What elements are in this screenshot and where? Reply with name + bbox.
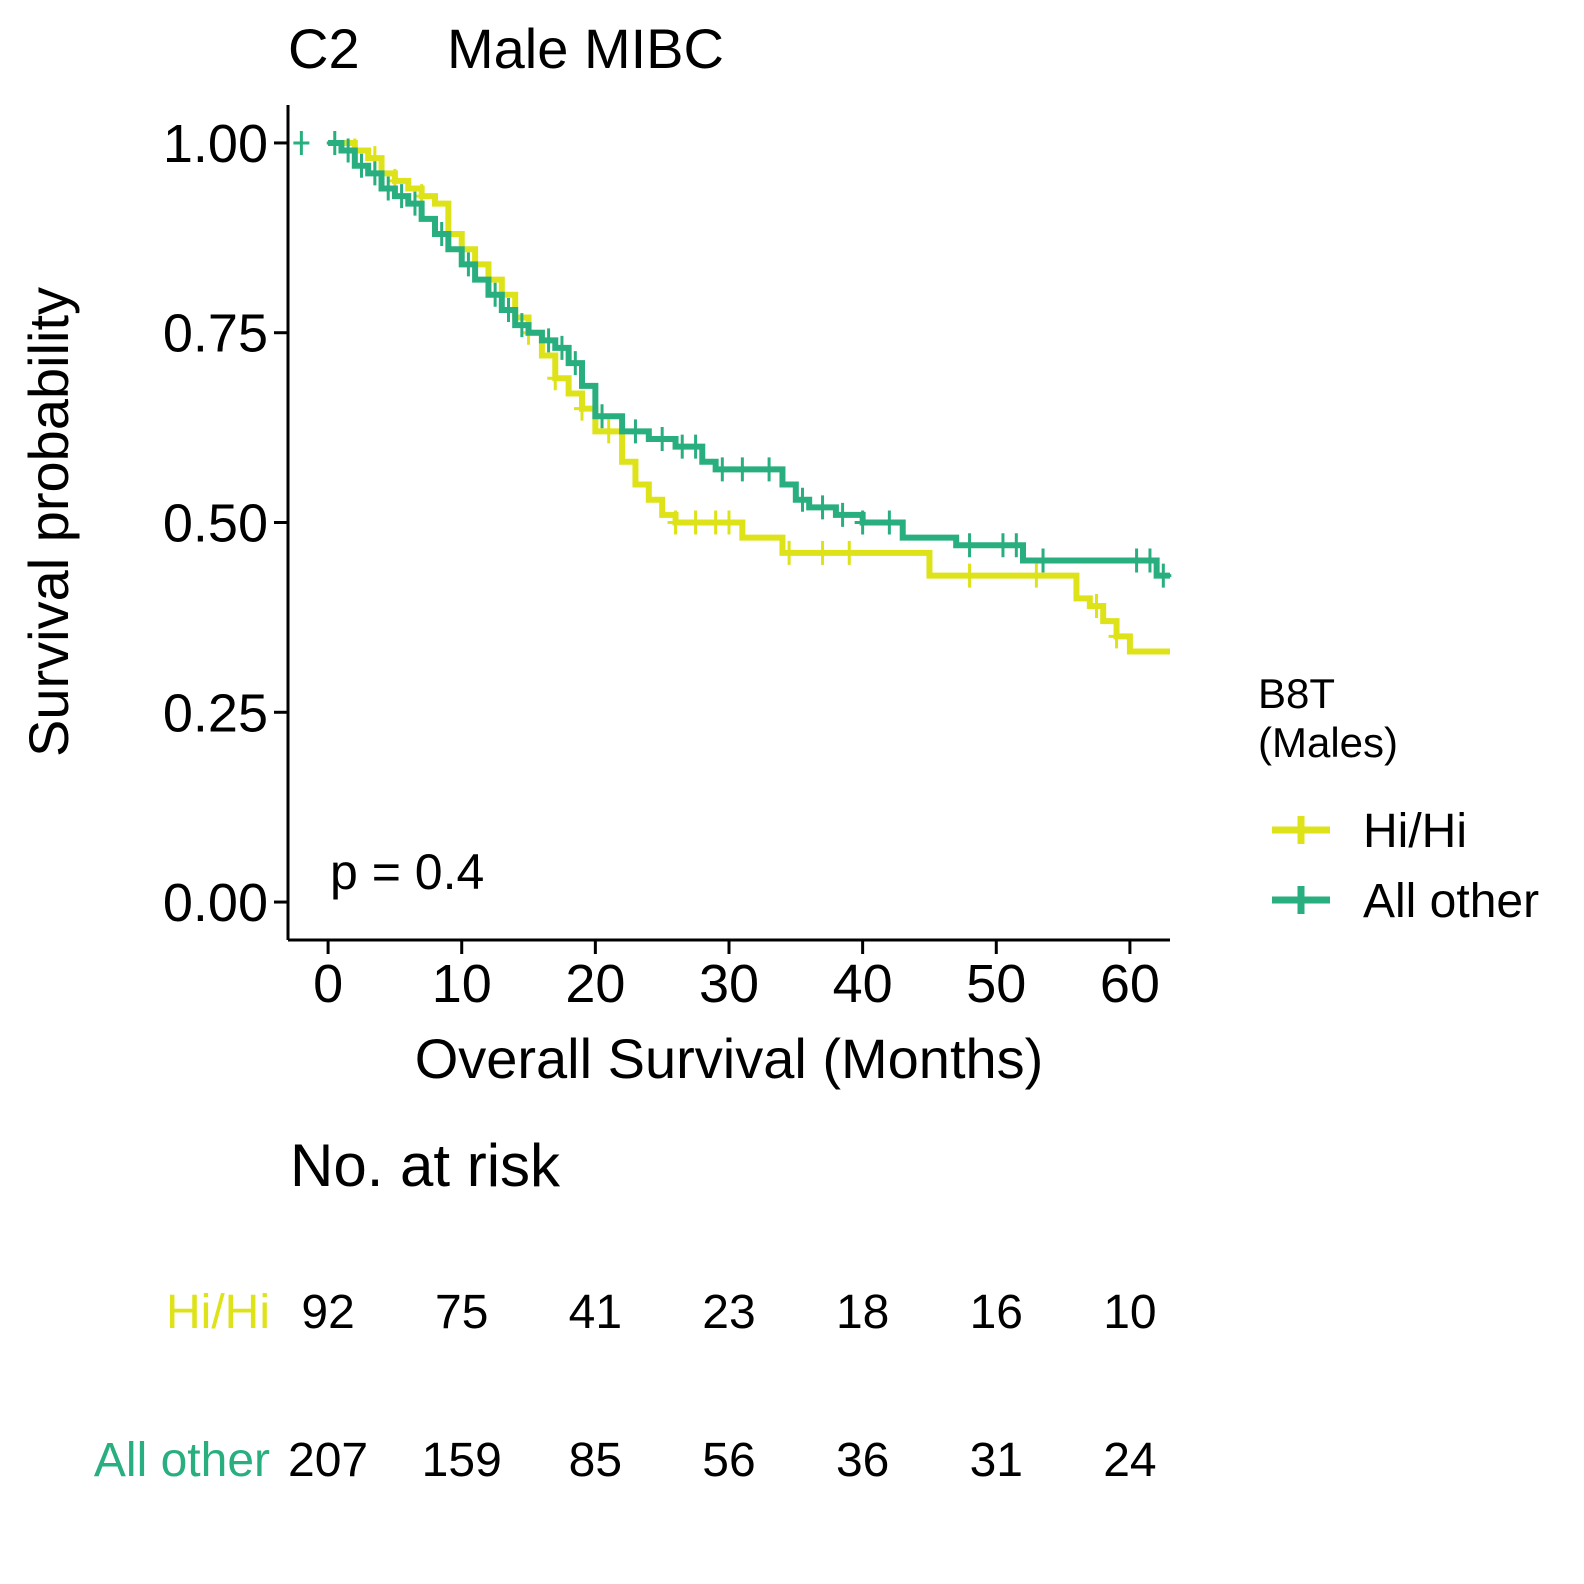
- risk-count: 207: [288, 1434, 368, 1487]
- censor-mark: [841, 540, 858, 565]
- censor-mark: [794, 487, 811, 512]
- censor-mark: [834, 502, 851, 527]
- legend-label: Hi/Hi: [1363, 805, 1467, 858]
- censor-mark: [574, 396, 590, 421]
- risk-count: 85: [569, 1434, 622, 1487]
- risk-count: 159: [422, 1434, 502, 1487]
- censor-mark: [961, 533, 978, 558]
- censor-mark: [1088, 594, 1105, 618]
- risk-count: 36: [836, 1434, 889, 1487]
- censor-mark: [1141, 548, 1158, 573]
- x-ticks: 0 10 20 30 40 50 60: [313, 940, 1160, 1014]
- censor-mark: [1008, 533, 1025, 558]
- censor-mark: [487, 282, 504, 307]
- risk-count: 24: [1103, 1434, 1156, 1487]
- x-axis-title: Overall Survival (Months): [415, 1027, 1044, 1090]
- p-value-annotation: p = 0.4: [330, 844, 484, 900]
- x-tick-label: 20: [565, 954, 625, 1014]
- censor-mark: [707, 510, 724, 535]
- censor-mark: [340, 138, 357, 163]
- y-tick-label: 0.00: [163, 873, 268, 933]
- censor-mark: [734, 457, 751, 482]
- risk-count: 31: [970, 1434, 1023, 1487]
- censor-mark: [721, 510, 737, 535]
- y-axis-title: Survival probability: [17, 287, 80, 757]
- risk-count: 18: [836, 1286, 889, 1339]
- censor-mark: [460, 252, 477, 277]
- legend-label: All other: [1363, 875, 1539, 928]
- censor-mark: [1035, 548, 1052, 573]
- censor-mark: [714, 457, 731, 482]
- censor-mark: [1128, 548, 1145, 573]
- censor-mark: [366, 161, 383, 186]
- censor-mark: [654, 427, 671, 451]
- censor-mark: [814, 540, 831, 565]
- censor-mark: [406, 191, 423, 216]
- censor-mark: [1155, 563, 1172, 588]
- censor-mark: [393, 184, 410, 209]
- y-tick-label: 0.75: [163, 304, 268, 364]
- legend-key: [1272, 886, 1330, 914]
- censor-mark: [433, 222, 450, 247]
- censor-mark: [353, 153, 370, 178]
- y-ticks: 0.00 0.25 0.50 0.75 1.00: [163, 114, 288, 933]
- x-tick-label: 30: [699, 954, 759, 1014]
- censor-mark: [600, 419, 617, 444]
- legend-title-line2: (Males): [1258, 719, 1398, 766]
- risk-count: 16: [970, 1286, 1023, 1339]
- risk-count: 41: [569, 1286, 622, 1339]
- censor-mark: [667, 510, 684, 535]
- censor-mark: [594, 404, 611, 429]
- censor-mark: [513, 313, 530, 338]
- risk-count: 92: [301, 1286, 354, 1339]
- censor-mark: [994, 533, 1011, 558]
- risk-count: 23: [702, 1286, 755, 1339]
- legend: B8T (Males) Hi/Hi All other: [1258, 670, 1539, 928]
- risk-count: 56: [702, 1434, 755, 1487]
- legend-items: Hi/Hi All other: [1272, 805, 1539, 928]
- censor-mark: [854, 510, 871, 535]
- x-tick-label: 0: [313, 954, 343, 1014]
- censor-mark: [540, 328, 557, 353]
- risk-table: Hi/Hi 92 75 41 23 18 16 10 All other 207 159 85 56 36…: [94, 1286, 1157, 1487]
- survival-curves: [293, 130, 1172, 655]
- censor-mark: [500, 297, 517, 322]
- legend-title-line1: B8T: [1258, 670, 1335, 717]
- legend-key: [1272, 816, 1330, 844]
- y-tick-label: 0.25: [163, 683, 268, 743]
- censor-mark: [326, 130, 343, 155]
- risk-count: 10: [1103, 1286, 1156, 1339]
- censor-mark: [380, 176, 397, 201]
- censor-mark: [687, 510, 704, 535]
- censor-mark: [781, 540, 798, 565]
- x-tick-label: 60: [1100, 954, 1160, 1014]
- censor-mark: [1028, 563, 1045, 588]
- risk-table-title: No. at risk: [290, 1132, 561, 1199]
- censor-mark: [293, 130, 310, 155]
- x-tick-label: 10: [432, 954, 492, 1014]
- censor-mark: [674, 434, 691, 459]
- risk-row-label: Hi/Hi: [166, 1286, 270, 1339]
- censor-mark: [553, 335, 570, 360]
- x-tick-label: 50: [966, 954, 1026, 1014]
- censor-mark: [761, 457, 778, 482]
- risk-row-label: All other: [94, 1434, 270, 1487]
- censor-mark: [961, 563, 978, 588]
- x-tick-label: 40: [833, 954, 893, 1014]
- survival-line-all-other: [328, 139, 1170, 579]
- y-tick-label: 0.50: [163, 494, 268, 554]
- censor-mark: [1108, 624, 1125, 649]
- chart-title: Male MIBC: [447, 17, 724, 80]
- censor-mark: [547, 366, 564, 391]
- censor-mark: [627, 419, 644, 444]
- censor-mark: [687, 434, 704, 459]
- censor-mark: [814, 495, 831, 520]
- y-tick-label: 1.00: [163, 114, 268, 174]
- risk-count: 75: [435, 1286, 488, 1339]
- panel-label: C2: [288, 17, 360, 80]
- censor-mark: [567, 351, 584, 376]
- censor-mark: [881, 510, 898, 535]
